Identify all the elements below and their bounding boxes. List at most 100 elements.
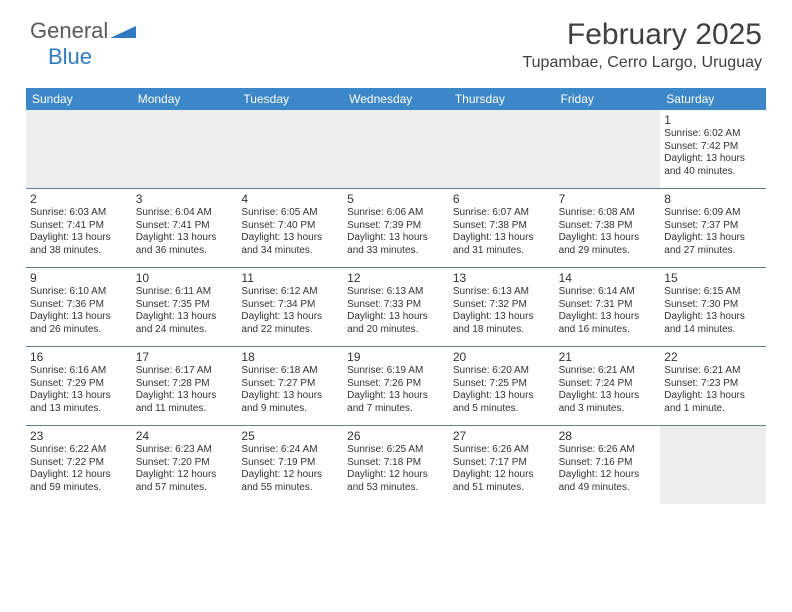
info-sunrise: Sunrise: 6:15 AM [664,286,762,299]
header: General Blue February 2025 Tupambae, Cer… [0,0,792,80]
info-sunrise: Sunrise: 6:18 AM [241,365,339,378]
day-cell-23: 23Sunrise: 6:22 AMSunset: 7:22 PMDayligh… [26,426,132,504]
day-cell-3: 3Sunrise: 6:04 AMSunset: 7:41 PMDaylight… [132,189,238,267]
info-sunrise: Sunrise: 6:02 AM [664,128,762,141]
info-sunrise: Sunrise: 6:08 AM [559,207,657,220]
info-sunrise: Sunrise: 6:03 AM [30,207,128,220]
blank-cell [132,110,238,188]
info-sunrise: Sunrise: 6:12 AM [241,286,339,299]
day-cell-15: 15Sunrise: 6:15 AMSunset: 7:30 PMDayligh… [660,268,766,346]
info-daylight2: and 24 minutes. [136,324,234,337]
day-number: 18 [241,350,339,364]
info-daylight1: Daylight: 12 hours [136,469,234,482]
info-sunrise: Sunrise: 6:25 AM [347,444,445,457]
info-sunset: Sunset: 7:39 PM [347,220,445,233]
day-cell-1: 1Sunrise: 6:02 AMSunset: 7:42 PMDaylight… [660,110,766,188]
info-daylight1: Daylight: 13 hours [664,390,762,403]
week-row: 2Sunrise: 6:03 AM Sunset: 7:41 PM Daylight… [26,188,766,267]
info-sunrise: Sunrise: 6:21 AM [664,365,762,378]
info-sunset: Sunset: 7:28 PM [136,378,234,391]
info-sunrise: Sunrise: 6:11 AM [136,286,234,299]
info-daylight1: Daylight: 12 hours [347,469,445,482]
info-sunset: Sunset: 7:30 PM [664,299,762,312]
day-cell-7: 7Sunrise: 6:08 AMSunset: 7:38 PMDaylight… [555,189,661,267]
info-sunrise: Sunrise: 6:05 AM [241,207,339,220]
info-sunrise: Sunrise: 6:17 AM [136,365,234,378]
info-sunrise: Sunrise: 6:22 AM [30,444,128,457]
info-sunset: Sunset: 7:42 PM [664,141,762,154]
day-number: 7 [559,192,657,206]
info-daylight1: Daylight: 12 hours [30,469,128,482]
day-header-saturday: Saturday [660,88,766,110]
info-daylight2: and 22 minutes. [241,324,339,337]
info-daylight1: Daylight: 13 hours [453,311,551,324]
info-sunset: Sunset: 7:36 PM [30,299,128,312]
day-number: 11 [241,271,339,285]
logo-text-blue: Blue [48,44,92,69]
info-sunset: Sunset: 7:18 PM [347,457,445,470]
day-number: 3 [136,192,234,206]
week-row: 23Sunrise: 6:22 AMSunset: 7:22 PMDayligh… [26,425,766,504]
info-sunset: Sunset: 7:17 PM [453,457,551,470]
info-sunset: Sunset: 7:31 PM [559,299,657,312]
info-daylight2: and 29 minutes. [559,245,657,258]
day-number: 1 [664,113,762,127]
day-number: 15 [664,271,762,285]
day-number: 14 [559,271,657,285]
info-sunset: Sunset: 7:25 PM [453,378,551,391]
day-number: 6 [453,192,551,206]
info-daylight1: Daylight: 13 hours [136,390,234,403]
info-daylight1: Daylight: 13 hours [30,390,128,403]
info-sunset: Sunset: 7:22 PM [30,457,128,470]
info-daylight2: and 51 minutes. [453,482,551,495]
day-number: 21 [559,350,657,364]
info-daylight1: Daylight: 13 hours [453,232,551,245]
blank-cell [449,110,555,188]
info-sunrise: Sunrise: 6:09 AM [664,207,762,220]
info-daylight2: and 40 minutes. [664,166,762,179]
day-cell-6: 6Sunrise: 6:07 AMSunset: 7:38 PMDaylight… [449,189,555,267]
day-cell-25: 25Sunrise: 6:24 AMSunset: 7:19 PMDayligh… [237,426,343,504]
day-cell-19: 19Sunrise: 6:19 AMSunset: 7:26 PMDayligh… [343,347,449,425]
info-daylight1: Daylight: 12 hours [241,469,339,482]
info-daylight2: and 31 minutes. [453,245,551,258]
info-sunset: Sunset: 7:20 PM [136,457,234,470]
info-daylight1: Daylight: 13 hours [347,232,445,245]
logo-triangle-icon [110,22,136,38]
day-number: 28 [559,429,657,443]
day-cell-5: 5Sunrise: 6:06 AMSunset: 7:39 PMDaylight… [343,189,449,267]
info-sunrise: Sunrise: 6:21 AM [559,365,657,378]
day-number: 20 [453,350,551,364]
info-sunrise: Sunrise: 6:10 AM [30,286,128,299]
day-cell-10: 10Sunrise: 6:11 AMSunset: 7:35 PMDayligh… [132,268,238,346]
info-sunrise: Sunrise: 6:26 AM [453,444,551,457]
day-cell-17: 17Sunrise: 6:17 AMSunset: 7:28 PMDayligh… [132,347,238,425]
info-sunset: Sunset: 7:24 PM [559,378,657,391]
day-number: 26 [347,429,445,443]
info-daylight2: and 1 minute. [664,403,762,416]
day-cell-14: 14Sunrise: 6:14 AMSunset: 7:31 PMDayligh… [555,268,661,346]
info-daylight2: and 18 minutes. [453,324,551,337]
info-sunset: Sunset: 7:41 PM [136,220,234,233]
info-daylight2: and 27 minutes. [664,245,762,258]
day-number: 2 [30,192,128,206]
info-daylight1: Daylight: 13 hours [241,311,339,324]
day-number: 19 [347,350,445,364]
info-daylight1: Daylight: 13 hours [453,390,551,403]
blank-cell [555,110,661,188]
day-cell-18: 18Sunrise: 6:18 AMSunset: 7:27 PMDayligh… [237,347,343,425]
day-cell-12: 12Sunrise: 6:13 AMSunset: 7:33 PMDayligh… [343,268,449,346]
day-header-tuesday: Tuesday [237,88,343,110]
info-daylight2: and 13 minutes. [30,403,128,416]
week-row: 9Sunrise: 6:10 AMSunset: 7:36 PMDaylight… [26,267,766,346]
week-row: 1Sunrise: 6:02 AMSunset: 7:42 PMDaylight… [26,110,766,188]
info-daylight2: and 7 minutes. [347,403,445,416]
info-daylight2: and 36 minutes. [136,245,234,258]
blank-cell [237,110,343,188]
info-daylight1: Daylight: 13 hours [664,153,762,166]
info-sunrise: Sunrise: 6:13 AM [453,286,551,299]
day-cell-24: 24Sunrise: 6:23 AMSunset: 7:20 PMDayligh… [132,426,238,504]
info-sunrise: Sunrise: 6:23 AM [136,444,234,457]
info-daylight2: and 11 minutes. [136,403,234,416]
info-sunset: Sunset: 7:40 PM [241,220,339,233]
